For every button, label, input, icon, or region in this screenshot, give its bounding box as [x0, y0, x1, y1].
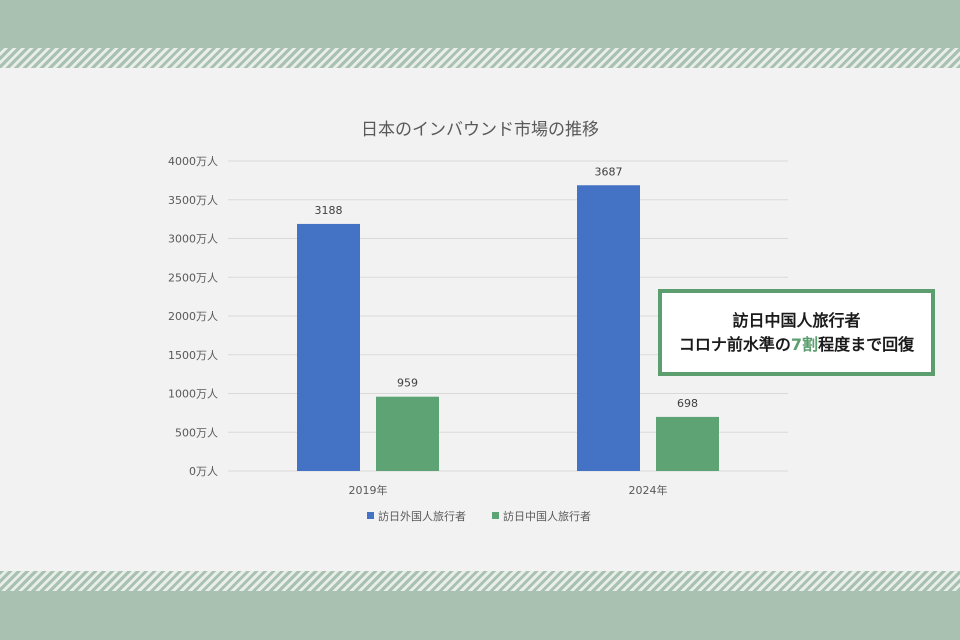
y-tick-label: 1000万人: [168, 388, 218, 401]
chart-title: 日本のインバウンド市場の推移: [361, 120, 599, 140]
callout-line-1: 訪日中国人旅行者: [732, 310, 861, 330]
data-labels: 3188 959 3687 698: [315, 165, 699, 410]
bar: [577, 185, 640, 471]
top-stripe-band: [0, 0, 960, 68]
y-tick-label: 2000万人: [168, 310, 218, 323]
bars: [297, 185, 719, 471]
callout-line-2-before: コロナ前水準の: [678, 334, 791, 354]
data-label: 959: [397, 377, 418, 390]
bottom-stripe-band: [0, 571, 960, 640]
callout-accent: 7割: [790, 334, 819, 354]
y-tick-label: 1500万人: [168, 349, 218, 362]
legend-label: 訪日外国人旅行者: [378, 509, 466, 523]
callout-box: 訪日中国人旅行者 コロナ前水準の7割程度まで回復: [658, 289, 935, 376]
y-tick-label: 500万人: [175, 426, 218, 439]
top-solid-band: [0, 0, 960, 48]
x-axis-ticks: 2019年 2024年: [349, 483, 668, 497]
data-label: 3188: [315, 204, 343, 217]
data-label: 698: [677, 397, 698, 410]
bar: [656, 416, 719, 471]
bar: [297, 223, 360, 471]
legend-swatch: [492, 512, 499, 519]
x-tick-label: 2024年: [629, 483, 668, 497]
y-tick-label: 3500万人: [168, 194, 218, 207]
x-tick-label: 2019年: [349, 483, 388, 497]
bottom-solid-band: [0, 591, 960, 640]
top-hatched-band: [0, 48, 960, 68]
legend-swatch: [367, 512, 374, 519]
bar: [376, 396, 439, 471]
data-label: 3687: [595, 165, 623, 178]
legend-label: 訪日中国人旅行者: [503, 509, 591, 523]
y-tick-label: 0万人: [189, 465, 218, 478]
bottom-hatched-band: [0, 571, 960, 591]
callout-line-2: コロナ前水準の7割程度まで回復: [679, 333, 914, 357]
legend: 訪日外国人旅行者 訪日中国人旅行者: [367, 509, 591, 523]
callout-line-2-after: 程度まで回復: [818, 334, 915, 354]
y-axis-ticks: 0万人 500万人 1000万人 1500万人 2000万人 2500万人 3000万人 35…: [168, 155, 218, 478]
y-tick-label: 2500万人: [168, 271, 218, 284]
y-tick-label: 3000万人: [168, 233, 218, 246]
y-tick-label: 4000万人: [168, 155, 218, 168]
